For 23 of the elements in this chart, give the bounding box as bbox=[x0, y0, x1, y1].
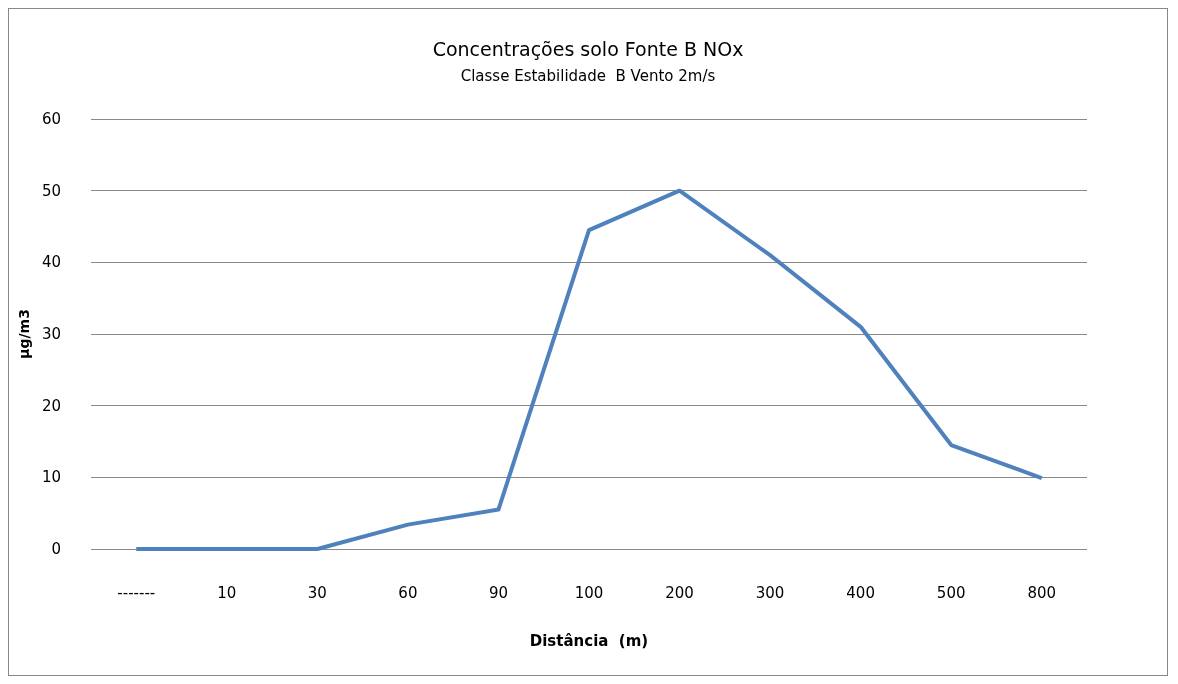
line-series bbox=[134, 188, 1044, 551]
y-tick-label: 20 bbox=[41, 396, 61, 415]
chart-subtitle: Classe Estabilidade B Vento 2m/s bbox=[460, 66, 716, 85]
x-tick-label: 10 bbox=[217, 583, 237, 602]
y-tick-label: 30 bbox=[41, 325, 61, 343]
chart-title: Concentrações solo Fonte B NOx bbox=[432, 37, 744, 60]
x-tick-label: 200 bbox=[665, 583, 694, 602]
x-tick-label: 500 bbox=[936, 583, 966, 602]
y-tick-label: 10 bbox=[41, 468, 61, 487]
y-tick-label: 40 bbox=[41, 253, 61, 272]
x-tick-label: 30 bbox=[307, 583, 327, 602]
x-tick-label: ------- bbox=[117, 583, 156, 602]
x-tick-label: 800 bbox=[1027, 583, 1057, 602]
x-tick-label: 400 bbox=[846, 583, 875, 602]
y-tick-label: 50 bbox=[41, 181, 61, 200]
y-axis-title: µg/m3 bbox=[16, 309, 32, 359]
y-tick-label: 0 bbox=[51, 540, 61, 558]
x-tick-label: 100 bbox=[574, 583, 604, 602]
x-tick-label: 300 bbox=[755, 583, 785, 602]
y-tick-label: 60 bbox=[41, 110, 61, 128]
x-tick-label: 90 bbox=[488, 583, 508, 602]
x-tick-label: 60 bbox=[398, 583, 418, 602]
x-axis-title: Distância (m) bbox=[529, 631, 649, 650]
